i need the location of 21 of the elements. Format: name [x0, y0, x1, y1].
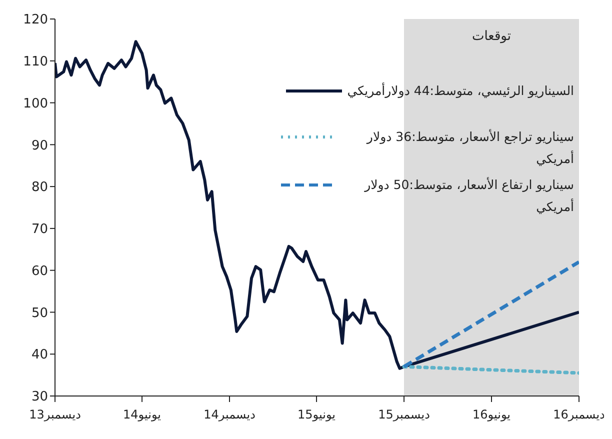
legend-label: سيناريو تراجع الأسعار، متوسط:36 دولار أمريكي [365, 128, 574, 168]
y-tick-label: 100 [23, 96, 48, 112]
x-tick-label: ديسمبر15 [378, 408, 430, 422]
y-tick-label: 30 [31, 390, 48, 405]
y-tick-label: 120 [23, 12, 48, 28]
y-tick-label: 70 [31, 222, 48, 238]
band-label: توقعات [472, 29, 512, 44]
legend-label: سيناريو ارتفاع الأسعار، متوسط:50 دولار أمريكي [363, 176, 574, 216]
legend-label: السيناريو الرئيسي، متوسط:44 دولارأمريكي [347, 82, 574, 100]
y-tick-label: 40 [31, 348, 48, 363]
x-tick-label: ديسمبر16 [553, 408, 605, 422]
x-tick-label: ديسمبر13 [29, 408, 81, 422]
y-tick-label: 110 [23, 54, 48, 70]
y-tick-label: 90 [31, 138, 48, 154]
x-tick-label: ديسمبر14 [204, 408, 256, 422]
y-tick-label: 60 [31, 264, 48, 279]
y-tick-label: 50 [31, 306, 48, 321]
x-tick-label: يونيو15 [298, 408, 336, 422]
y-tick-label: 80 [31, 180, 48, 196]
x-tick-label: يونيو14 [123, 408, 162, 422]
x-tick-label: يونيو16 [472, 408, 510, 422]
